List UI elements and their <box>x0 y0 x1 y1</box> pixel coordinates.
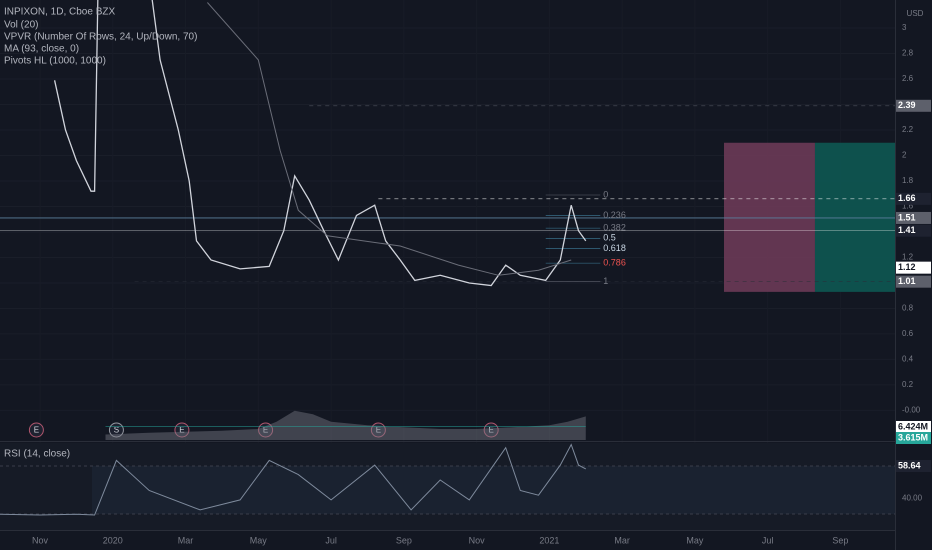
x-tick-label: Jul <box>325 535 337 545</box>
axis-label-box <box>896 421 931 433</box>
rsi-band <box>92 466 895 514</box>
axis-label-box <box>896 192 931 205</box>
fib-label: 0.786 <box>603 258 626 268</box>
fib-label: 0.382 <box>603 222 626 232</box>
event-label: E <box>263 426 268 435</box>
y-tick-label: 1.6 <box>902 202 914 211</box>
series-line <box>207 2 572 276</box>
y-tick-label: 1.8 <box>902 176 914 185</box>
x-tick-label: Jul <box>762 535 774 545</box>
axis-label-box <box>896 224 931 237</box>
x-tick-label: May <box>686 535 704 545</box>
y-tick-label: -0.00 <box>902 406 921 415</box>
y-tick-label: 0.2 <box>902 380 914 389</box>
y-tick-label: 0.6 <box>902 329 914 338</box>
rsi-tick-label: 40.00 <box>902 493 923 502</box>
x-tick-label: Sep <box>396 535 412 545</box>
x-tick-label: Nov <box>469 535 486 545</box>
x-tick-label: May <box>250 535 268 545</box>
x-tick-label: 2021 <box>539 535 559 545</box>
legend-indicator: Vol (20) <box>4 20 38 31</box>
series-line <box>53 0 587 287</box>
axis-label-box <box>896 261 931 274</box>
axis-label: 2.39 <box>898 100 916 110</box>
fib-label: 1 <box>603 276 608 286</box>
position-stop <box>724 142 815 292</box>
fib-label: 0 <box>603 189 608 199</box>
currency: USD <box>907 9 924 18</box>
y-tick-label: 2.2 <box>902 125 914 134</box>
axis-label: 1.66 <box>898 193 916 203</box>
y-tick-label: 2.8 <box>902 49 914 58</box>
fib-label: 0.618 <box>603 243 626 253</box>
axis-label-box <box>896 99 931 112</box>
y-tick-label: 0.4 <box>902 355 914 364</box>
axis-label-box <box>896 211 931 224</box>
event-label: E <box>376 426 381 435</box>
fib-label: 0.5 <box>603 233 616 243</box>
axis-label-box <box>896 275 931 288</box>
axis-label: 1.51 <box>898 212 916 222</box>
event-label: E <box>179 426 184 435</box>
event-label: E <box>488 426 493 435</box>
legend-indicator: Pivots HL (1000, 1000) <box>4 56 106 67</box>
position-target <box>814 142 895 292</box>
x-tick-label: Mar <box>614 535 630 545</box>
axis-label-box <box>896 460 931 472</box>
legend-indicator: MA (93, close, 0) <box>4 44 79 55</box>
y-tick-label: 2.6 <box>902 74 914 83</box>
event-label: E <box>34 426 39 435</box>
legend-rsi: RSI (14, close) <box>4 449 70 460</box>
y-tick-label: 1.2 <box>902 253 914 262</box>
price-axis <box>895 0 932 550</box>
x-tick-label: Nov <box>32 535 49 545</box>
axis-label: 1.01 <box>898 276 916 286</box>
axis-label: 1.12 <box>898 262 916 272</box>
x-tick-label: Sep <box>832 535 848 545</box>
axis-label: 6.424M <box>898 421 928 431</box>
volume-area <box>105 410 586 440</box>
fib-label: 0.236 <box>603 210 626 220</box>
event-marker <box>28 422 44 438</box>
axis-label: 1.41 <box>898 225 916 235</box>
event-label: S <box>114 426 119 435</box>
y-tick-label: 0.8 <box>902 304 914 313</box>
y-tick-label: 2 <box>902 151 907 160</box>
axis-label: 3.615M <box>898 432 928 442</box>
axis-label-box <box>896 432 931 444</box>
legend-indicator: VPVR (Number Of Rows, 24, Up/Down, 70) <box>4 32 197 43</box>
y-tick-label: 3 <box>902 23 907 32</box>
series-line <box>0 443 587 516</box>
x-tick-label: Mar <box>178 535 194 545</box>
x-tick-label: 2020 <box>103 535 123 545</box>
axis-label: 58.64 <box>898 460 921 470</box>
legend-symbol: INPIXON, 1D, Cboe BZX <box>4 7 115 18</box>
